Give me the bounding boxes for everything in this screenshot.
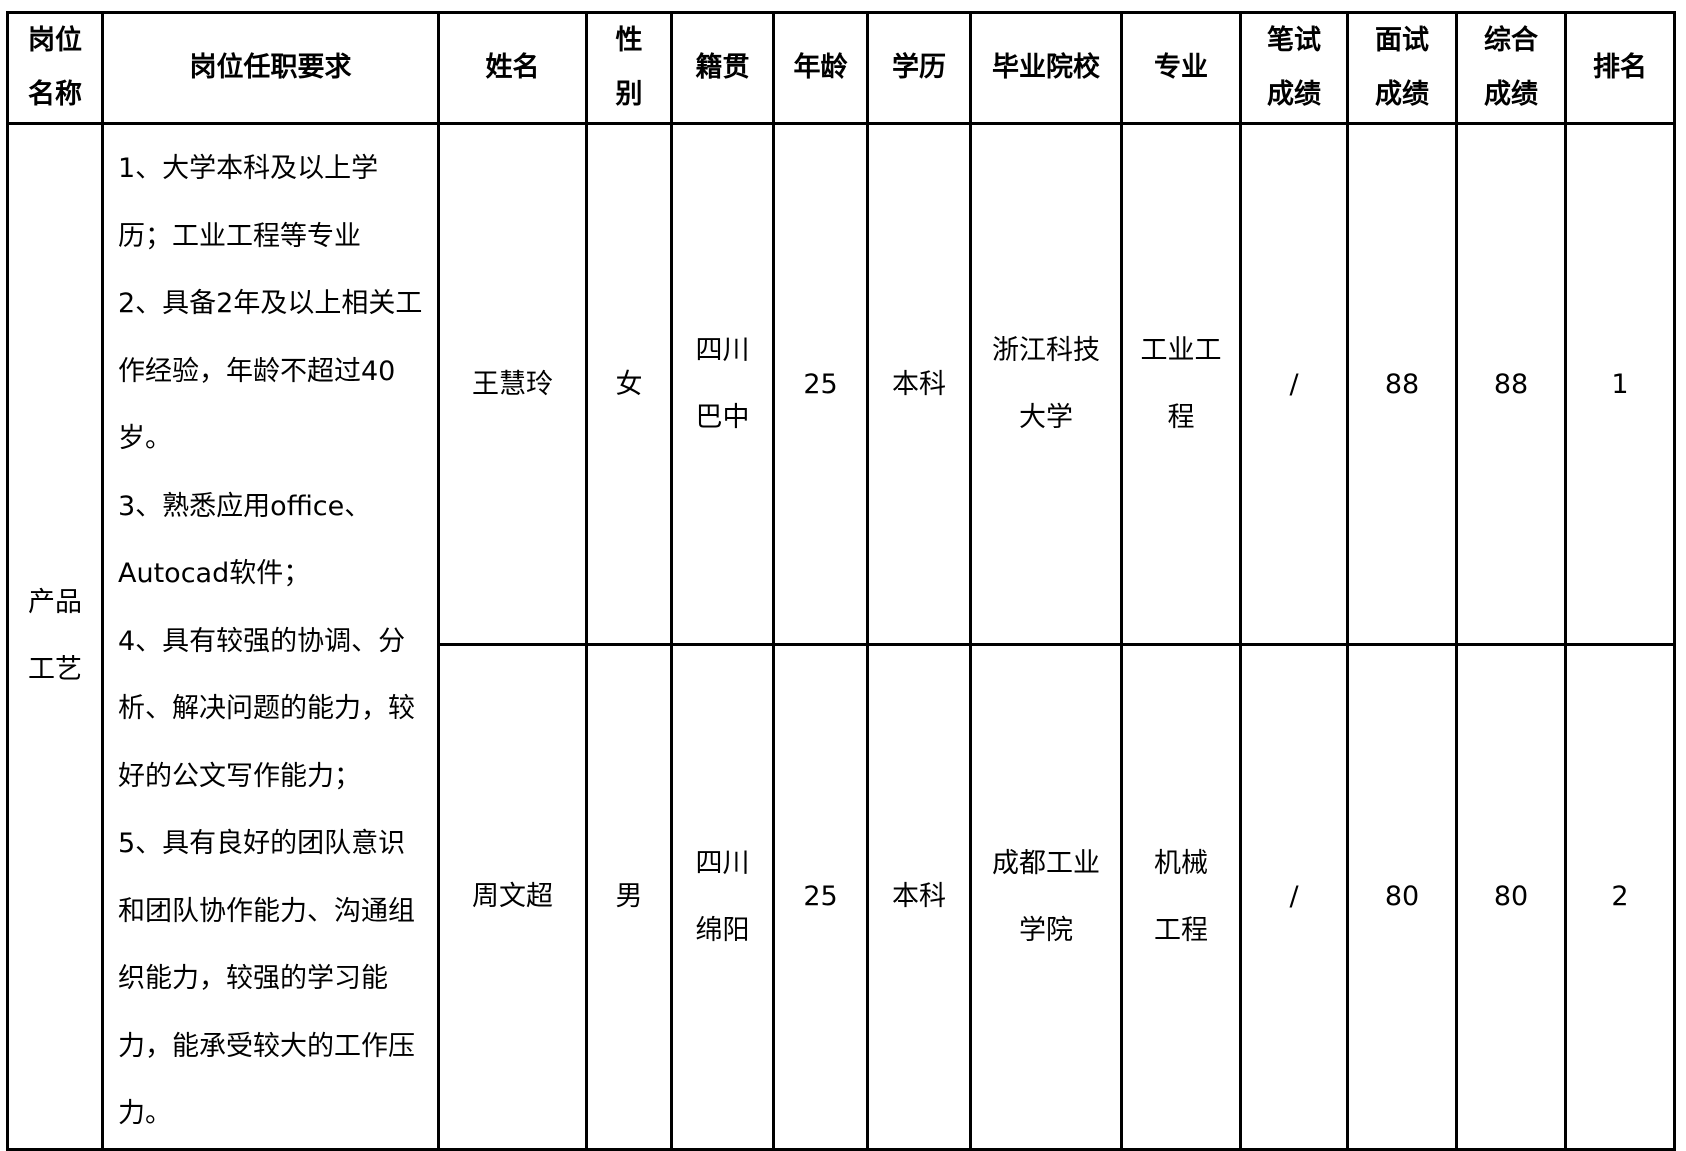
table-row: 产品 工艺 1、大学本科及以上学 历；工业工程等专业 2、具备2年及以上相关工 作经验… — [6, 121, 1676, 1151]
header-gender: 性 别 — [585, 11, 673, 125]
requirement-line: 5、具有良好的团队意识 — [118, 828, 406, 859]
header-row: 岗位 名称 岗位任职要求 姓名性 别籍贯 年龄 学历 毕业院校 专业 笔试 成绩 面试 成绩 综合… — [6, 11, 1676, 125]
rank-cell: 1 — [1564, 121, 1676, 647]
requirement-line: Autocad软件； — [118, 558, 311, 589]
header-rank: 排名 — [1564, 11, 1676, 125]
gender-cell: 女 — [585, 121, 673, 647]
requirement-line: 力。 — [118, 1098, 172, 1129]
header-school: 毕业院校 — [969, 11, 1123, 125]
requirement-line: 历；工业工程等专业 — [118, 220, 361, 252]
major-cell: 工业工 程 — [1120, 121, 1242, 647]
interview-cell: 88 — [1346, 121, 1458, 647]
requirement-line: 2、具备2年及以上相关工 — [118, 288, 423, 319]
header-major: 专业 — [1120, 11, 1242, 125]
requirement-line: 织能力，较强的学习能 — [118, 963, 388, 994]
requirement-line: 析、解决问题的能力，较 — [118, 693, 415, 724]
name-cell: 周文超 — [437, 643, 588, 1151]
origin-cell: 四川 绵阳 — [670, 643, 775, 1151]
education-cell: 本科 — [866, 643, 972, 1151]
interview-cell: 80 — [1346, 643, 1458, 1151]
header-name: 姓名 — [437, 11, 588, 125]
age-cell: 25 — [772, 121, 869, 647]
header-education: 学历 — [866, 11, 972, 125]
requirements-cell: 1、大学本科及以上学 历；工业工程等专业 2、具备2年及以上相关工 作经验，年龄不超过… — [101, 122, 440, 1151]
requirement-line: 1、大学本科及以上学 — [118, 153, 379, 184]
position-cell: 产品 工艺 — [6, 122, 104, 1151]
header-origin: 籍贯 — [670, 11, 775, 125]
written-cell: / — [1239, 121, 1349, 647]
requirement-line: 好的公文写作能力； — [118, 760, 361, 792]
requirement-line: 4、具有较强的协调、分 — [118, 625, 406, 657]
major-cell: 机械 工程 — [1120, 643, 1242, 1151]
requirement-line: 3、熟悉应用office、 — [118, 490, 372, 522]
total-cell: 80 — [1455, 643, 1567, 1151]
age-cell: 25 — [772, 643, 869, 1151]
header-age: 年龄 — [772, 11, 869, 125]
name-cell: 王慧玲 — [437, 121, 588, 647]
origin-cell: 四川 巴中 — [670, 121, 775, 647]
table-row: 周文超男四川 绵阳 25 本科 成都工业 学院 机械 工程/80 80 2 — [8, 643, 1676, 1151]
header-total-score: 综合 成绩 — [1455, 11, 1567, 125]
school-cell: 浙江科技 大学 — [969, 121, 1123, 647]
gender-cell: 男 — [585, 643, 673, 1151]
education-cell: 本科 — [866, 121, 972, 647]
rank-cell: 2 — [1564, 643, 1676, 1151]
requirement-line: 岁。 — [118, 423, 172, 454]
written-cell: / — [1239, 643, 1349, 1151]
school-cell: 成都工业 学院 — [969, 643, 1123, 1151]
candidate-table: 岗位 名称 岗位任职要求 姓名性 别籍贯 年龄 学历 毕业院校 专业 笔试 成绩 面试 成绩 综合… — [6, 11, 1676, 1151]
header-interview-score: 面试 成绩 — [1346, 11, 1458, 125]
total-cell: 88 — [1455, 121, 1567, 647]
header-requirements: 岗位任职要求 — [101, 11, 440, 125]
header-position-name: 岗位 名称 — [6, 11, 104, 125]
requirement-line: 作经验，年龄不超过40 — [118, 355, 396, 387]
requirement-line: 和团队协作能力、沟通组 — [118, 895, 415, 927]
requirement-line: 力，能承受较大的工作压 — [118, 1030, 415, 1062]
header-written-score: 笔试 成绩 — [1239, 11, 1349, 125]
